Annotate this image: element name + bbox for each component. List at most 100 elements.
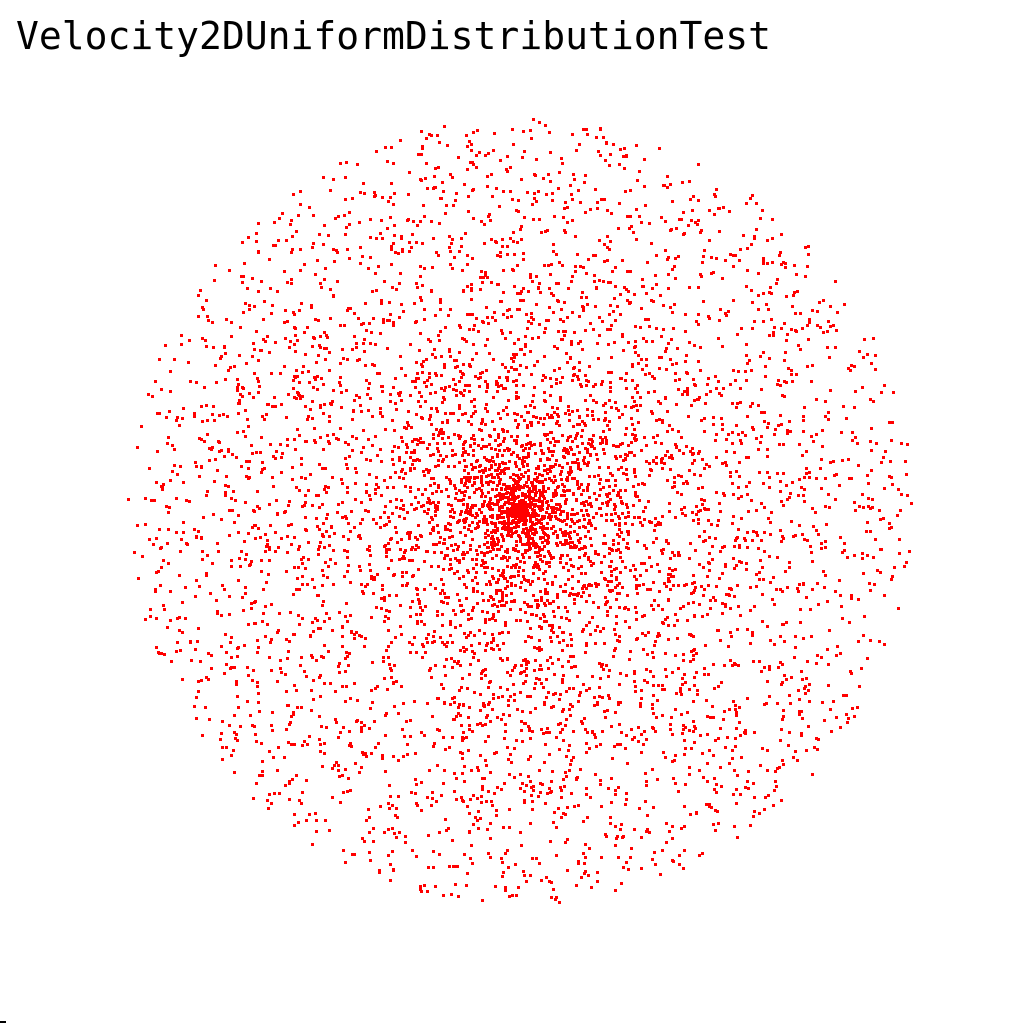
scatter-point xyxy=(517,525,520,528)
scatter-point xyxy=(610,548,613,551)
scatter-point xyxy=(292,193,295,196)
scatter-point xyxy=(627,444,630,447)
scatter-point xyxy=(241,241,244,244)
scatter-point xyxy=(707,508,710,511)
scatter-point xyxy=(385,609,388,612)
scatter-point xyxy=(434,391,437,394)
scatter-point xyxy=(671,457,674,460)
scatter-point xyxy=(504,723,507,726)
scatter-point xyxy=(478,385,481,388)
scatter-point xyxy=(514,419,517,422)
scatter-point xyxy=(460,392,463,395)
scatter-point xyxy=(602,136,605,139)
scatter-point xyxy=(617,856,620,859)
scatter-point xyxy=(631,738,634,741)
scatter-point xyxy=(615,578,618,581)
scatter-point xyxy=(316,375,319,378)
scatter-point xyxy=(736,402,739,405)
scatter-point xyxy=(736,836,739,839)
scatter-point xyxy=(657,684,660,687)
scatter-point xyxy=(392,486,395,489)
scatter-point xyxy=(215,599,218,602)
scatter-point xyxy=(339,427,342,430)
scatter-point xyxy=(665,841,668,844)
scatter-point xyxy=(550,515,553,518)
scatter-point xyxy=(487,546,490,549)
scatter-point xyxy=(465,586,468,589)
scatter-point xyxy=(564,201,567,204)
scatter-point xyxy=(745,379,748,382)
scatter-point xyxy=(643,185,646,188)
scatter-point xyxy=(551,199,554,202)
scatter-point xyxy=(678,218,681,221)
scatter-point xyxy=(426,379,429,382)
scatter-point xyxy=(453,696,456,699)
scatter-point xyxy=(330,403,333,406)
scatter-point xyxy=(181,678,184,681)
scatter-point xyxy=(861,386,864,389)
scatter-point xyxy=(494,439,497,442)
scatter-point xyxy=(720,785,723,788)
scatter-point xyxy=(517,550,520,553)
scatter-point xyxy=(632,405,635,408)
scatter-point xyxy=(329,288,332,291)
scatter-point xyxy=(588,475,591,478)
scatter-point xyxy=(680,508,683,511)
scatter-point xyxy=(570,470,573,473)
scatter-point xyxy=(407,410,410,413)
scatter-point xyxy=(660,335,663,338)
scatter-point xyxy=(279,443,282,446)
scatter-point xyxy=(279,667,282,670)
scatter-point xyxy=(550,527,553,530)
scatter-point xyxy=(293,684,296,687)
scatter-point xyxy=(382,660,385,663)
scatter-point xyxy=(184,586,187,589)
scatter-point xyxy=(343,214,346,217)
scatter-point xyxy=(492,639,495,642)
scatter-point xyxy=(497,589,500,592)
scatter-point xyxy=(650,565,653,568)
scatter-point xyxy=(715,456,718,459)
scatter-point xyxy=(339,376,342,379)
scatter-point xyxy=(688,729,691,732)
scatter-point xyxy=(868,582,871,585)
scatter-point xyxy=(698,396,701,399)
scatter-point xyxy=(319,436,322,439)
scatter-point xyxy=(883,487,886,490)
scatter-point xyxy=(540,879,543,882)
scatter-point xyxy=(534,561,537,564)
scatter-point xyxy=(323,644,326,647)
scatter-point xyxy=(560,494,563,497)
scatter-point xyxy=(544,376,547,379)
scatter-point xyxy=(773,433,776,436)
scatter-point xyxy=(636,384,639,387)
scatter-point xyxy=(347,443,350,446)
scatter-point xyxy=(530,497,533,500)
scatter-point xyxy=(820,542,823,545)
scatter-point xyxy=(292,711,295,714)
scatter-point xyxy=(546,413,549,416)
scatter-point xyxy=(389,313,392,316)
scatter-point xyxy=(671,733,674,736)
scatter-point xyxy=(582,525,585,528)
scatter-point xyxy=(448,568,451,571)
scatter-point xyxy=(458,703,461,706)
scatter-point xyxy=(780,500,783,503)
scatter-point xyxy=(422,504,425,507)
scatter-point xyxy=(338,381,341,384)
scatter-point xyxy=(512,380,515,383)
scatter-point xyxy=(538,218,541,221)
scatter-point xyxy=(415,241,418,244)
scatter-point xyxy=(305,779,308,782)
scatter-point xyxy=(546,582,549,585)
scatter-point xyxy=(516,504,519,507)
scatter-point xyxy=(259,349,262,352)
scatter-point xyxy=(510,498,513,501)
scatter-point xyxy=(367,438,370,441)
scatter-point xyxy=(467,613,470,616)
scatter-point xyxy=(479,276,482,279)
scatter-point xyxy=(475,571,478,574)
scatter-point xyxy=(781,394,784,397)
scatter-point xyxy=(496,455,499,458)
scatter-point xyxy=(735,711,738,714)
